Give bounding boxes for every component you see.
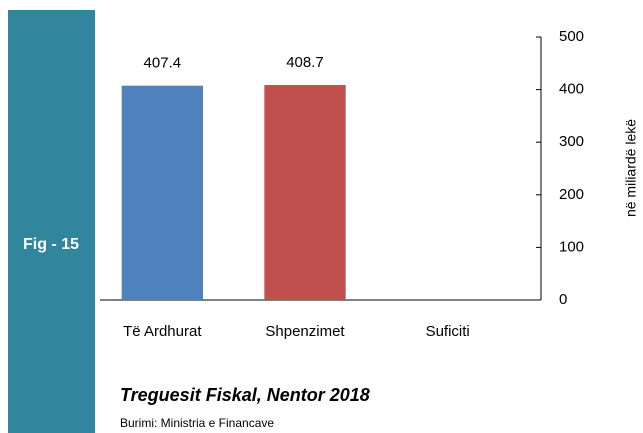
x-tick-label: Shpenzimet bbox=[265, 323, 345, 340]
y-tick-label: 300 bbox=[559, 133, 584, 150]
value-label: 407.4 bbox=[144, 55, 182, 72]
y-tick-label: 0 bbox=[559, 291, 567, 308]
figure-label: Fig - 15 bbox=[23, 236, 79, 253]
source: Burimi: Ministria e Financave bbox=[120, 416, 274, 430]
sidebar bbox=[8, 10, 95, 433]
y-axis-label: në miliardë lekë bbox=[623, 119, 639, 217]
bar bbox=[264, 85, 346, 300]
y-tick-label: 500 bbox=[559, 28, 584, 45]
y-tick-label: 100 bbox=[559, 238, 584, 255]
chart-title: Treguesit Fiskal, Nentor 2018 bbox=[120, 385, 370, 405]
x-tick-label: Suficiti bbox=[426, 323, 470, 340]
x-tick-label: Të Ardhurat bbox=[123, 323, 202, 340]
y-tick-label: 200 bbox=[559, 186, 584, 203]
y-tick-label: 400 bbox=[559, 81, 584, 98]
value-label: 408.7 bbox=[286, 54, 324, 71]
bar bbox=[121, 85, 203, 300]
